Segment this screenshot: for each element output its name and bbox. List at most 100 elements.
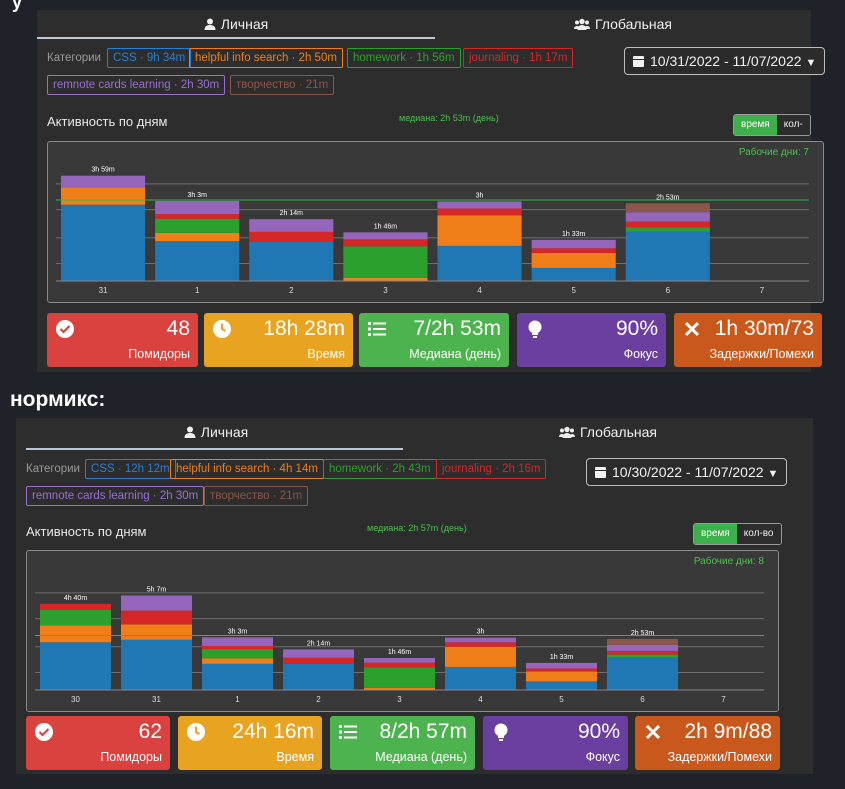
- toggle-time[interactable]: время: [734, 115, 777, 135]
- bar-segment[interactable]: [526, 671, 597, 682]
- category-chip[interactable]: homework · 2h 43m: [323, 459, 437, 479]
- bar-segment[interactable]: [625, 203, 710, 213]
- bar-segment[interactable]: [121, 610, 192, 625]
- stat-focus: 90% Фокус: [483, 716, 628, 770]
- bar-segment[interactable]: [526, 662, 597, 669]
- bar-total-label: 4h 40m: [64, 595, 88, 602]
- stat-label: Медиана (день): [409, 347, 501, 361]
- bar-segment[interactable]: [625, 212, 710, 222]
- bar-segment[interactable]: [283, 657, 354, 664]
- category-chip[interactable]: CSS · 12h 12m: [85, 459, 176, 479]
- bar-segment[interactable]: [202, 637, 273, 646]
- date-range-picker[interactable]: 10/31/2022 - 11/07/2022 ▼: [624, 47, 826, 75]
- bar-segment[interactable]: [283, 649, 354, 658]
- bar-segment[interactable]: [607, 644, 678, 651]
- stat-value: 48: [166, 317, 190, 340]
- bar-segment[interactable]: [61, 204, 146, 281]
- bar-segment[interactable]: [121, 639, 192, 690]
- tab-global[interactable]: Глобальная: [435, 10, 811, 38]
- tab-personal[interactable]: Личная: [16, 418, 416, 446]
- bar-segment[interactable]: [445, 637, 516, 643]
- bar-segment[interactable]: [437, 215, 522, 246]
- category-chip[interactable]: CSS · 9h 34m: [107, 48, 192, 68]
- category-chip[interactable]: journaling · 1h 17m: [463, 48, 574, 68]
- list-icon: [367, 319, 387, 339]
- stat-time: 18h 28m Время: [204, 313, 353, 367]
- x-tick-label: 7: [760, 286, 765, 295]
- bar-segment[interactable]: [445, 642, 516, 647]
- panel-second: Личная Глобальная Категории CSS · 12h 12…: [16, 418, 813, 774]
- category-chip[interactable]: творчество · 21m: [204, 486, 309, 506]
- stat-label: Время: [307, 347, 345, 361]
- stat-pomodoros: 48 Помидоры: [47, 313, 198, 367]
- bar-segment[interactable]: [526, 681, 597, 690]
- bar-segment[interactable]: [61, 175, 146, 188]
- toggle-time[interactable]: время: [694, 524, 737, 544]
- bar-segment[interactable]: [40, 642, 111, 690]
- bar-segment[interactable]: [531, 252, 616, 268]
- bar-segment[interactable]: [202, 663, 273, 690]
- bar-segment[interactable]: [531, 267, 616, 281]
- bar-segment[interactable]: [625, 231, 710, 281]
- bar-segment[interactable]: [343, 239, 428, 247]
- stat-label: Задержки/Помехи: [667, 750, 772, 764]
- date-range-picker[interactable]: 10/30/2022 - 11/07/2022 ▼: [586, 458, 788, 486]
- toggle-count[interactable]: кол-во: [736, 524, 781, 544]
- bar-segment[interactable]: [445, 666, 516, 690]
- bar-segment[interactable]: [437, 208, 522, 216]
- bar-segment[interactable]: [607, 638, 678, 645]
- bar-segment[interactable]: [202, 645, 273, 650]
- tab-global[interactable]: Глобальная: [403, 418, 813, 446]
- bar-segment[interactable]: [343, 246, 428, 278]
- bar-segment[interactable]: [607, 650, 678, 655]
- category-chip[interactable]: helpful info search · 2h 50m: [189, 48, 343, 68]
- bar-segment[interactable]: [61, 187, 146, 205]
- bar-segment[interactable]: [155, 200, 240, 215]
- activity-chart-svg: 3h 59m 31 3h 3m 1 2h 14m 2 1h 46m 3 3h 4 1h 33m 5 2h…: [56, 167, 809, 295]
- bar-segment[interactable]: [437, 245, 522, 281]
- median-label: медиана: 2h 57m (день): [367, 523, 467, 533]
- bar-segment[interactable]: [607, 654, 678, 658]
- bar-segment[interactable]: [202, 658, 273, 664]
- list-icon: [338, 722, 358, 742]
- bar-segment[interactable]: [121, 595, 192, 611]
- bar-segment[interactable]: [40, 609, 111, 626]
- bar-segment[interactable]: [364, 687, 435, 690]
- category-chip[interactable]: remnote cards learning · 2h 30m: [26, 486, 205, 506]
- bar-segment[interactable]: [155, 214, 240, 219]
- bar-segment[interactable]: [155, 218, 240, 233]
- stat-label: Помидоры: [128, 347, 190, 361]
- bar-segment[interactable]: [445, 646, 516, 667]
- calendar-icon: [633, 56, 644, 67]
- category-chip[interactable]: helpful info search · 4h 14m: [170, 459, 324, 479]
- bar-segment[interactable]: [364, 662, 435, 668]
- bar-segment[interactable]: [249, 231, 334, 242]
- bar-segment[interactable]: [343, 277, 428, 281]
- bar-segment[interactable]: [283, 663, 354, 690]
- bar-segment[interactable]: [155, 232, 240, 242]
- bar-segment[interactable]: [364, 657, 435, 663]
- bar-segment[interactable]: [531, 248, 616, 253]
- bar-segment[interactable]: [531, 239, 616, 249]
- bar-segment[interactable]: [625, 227, 710, 232]
- bar-segment[interactable]: [364, 667, 435, 688]
- bar-segment[interactable]: [40, 603, 111, 610]
- tab-personal[interactable]: Личная: [37, 10, 435, 38]
- bar-segment[interactable]: [202, 649, 273, 659]
- bar-segment[interactable]: [437, 201, 522, 209]
- bar-segment[interactable]: [625, 221, 710, 228]
- bar-segment[interactable]: [155, 241, 240, 281]
- toggle-count[interactable]: кол-во: [776, 115, 810, 135]
- category-chip[interactable]: remnote cards learning · 2h 30m: [47, 75, 226, 95]
- bar-segment[interactable]: [526, 668, 597, 672]
- bar-segment[interactable]: [249, 219, 334, 232]
- bar-segment[interactable]: [40, 625, 111, 643]
- bar-segment[interactable]: [121, 624, 192, 640]
- category-chip[interactable]: творчество · 21m: [230, 75, 335, 95]
- bar-segment[interactable]: [343, 232, 428, 240]
- category-chip[interactable]: homework · 1h 56m: [347, 48, 461, 68]
- category-chip[interactable]: journaling · 2h 16m: [436, 459, 547, 479]
- bar-segment[interactable]: [607, 657, 678, 690]
- bar-segment[interactable]: [249, 241, 334, 281]
- stat-label: Задержки/Помехи: [709, 347, 814, 361]
